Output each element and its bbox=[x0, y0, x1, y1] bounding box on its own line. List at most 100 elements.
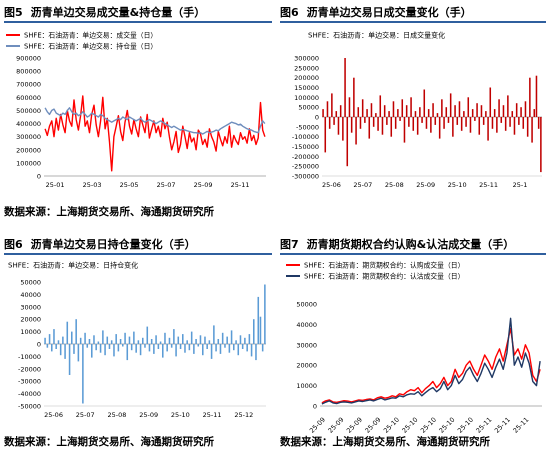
bar bbox=[449, 93, 452, 117]
x-tick-label: 25-07 bbox=[76, 411, 95, 419]
bar bbox=[97, 341, 100, 344]
bar bbox=[383, 105, 386, 117]
y-tick-label: 0 bbox=[315, 114, 319, 122]
x-tick-label: 25-11 bbox=[511, 416, 530, 435]
x-tick-label: 25-10 bbox=[171, 411, 190, 419]
bar bbox=[436, 113, 439, 117]
x-tick-label: 25-11 bbox=[493, 416, 512, 435]
bar bbox=[79, 337, 82, 344]
bar bbox=[485, 111, 487, 117]
y-tick-label: 200000 bbox=[16, 146, 41, 154]
bar bbox=[397, 109, 399, 117]
bar bbox=[401, 99, 404, 117]
chart-title: 图7 沥青期货期权合约认购&认沽成交量（手） bbox=[280, 238, 515, 251]
bar bbox=[53, 329, 55, 344]
bar bbox=[403, 117, 406, 143]
bar bbox=[173, 329, 175, 344]
y-tick-label: 50000 bbox=[20, 279, 41, 287]
source-note: 数据来源：上海期货交易所、海通期货研究所 bbox=[280, 436, 490, 448]
bar bbox=[531, 117, 533, 143]
series-line bbox=[321, 327, 541, 404]
y-tick-label: -20000 bbox=[18, 365, 41, 373]
bar bbox=[504, 117, 507, 131]
bar bbox=[452, 117, 454, 137]
bar bbox=[454, 105, 456, 117]
bar bbox=[128, 336, 131, 344]
y-tick-label: 20000 bbox=[20, 316, 41, 324]
bar bbox=[215, 344, 217, 352]
bar bbox=[460, 117, 463, 131]
bar bbox=[135, 344, 137, 353]
bar bbox=[188, 344, 191, 351]
bar bbox=[480, 105, 483, 117]
bar bbox=[513, 117, 516, 135]
legend-label: SHFE：石油沥青：期货期权合约：认沽成交量（日） bbox=[304, 272, 464, 281]
y-tick-label: 40000 bbox=[20, 291, 41, 299]
chart-oi-chg: -50000 -40000 -30000 -20000 -10000 0 10000 2000… bbox=[8, 261, 266, 419]
bar bbox=[257, 296, 260, 344]
bar bbox=[425, 117, 428, 129]
series-line bbox=[44, 95, 266, 172]
panel-fig5: 图5 沥青单边交易成交量&持仓量（手） 0 100000 200000 300000 40… bbox=[4, 4, 272, 218]
bar bbox=[57, 340, 60, 344]
y-tick-label: 0 bbox=[37, 341, 41, 349]
bar bbox=[520, 107, 522, 117]
bar bbox=[113, 344, 115, 357]
x-tick-label: 25-1 bbox=[513, 181, 528, 189]
bar bbox=[507, 95, 509, 117]
bar bbox=[55, 344, 57, 349]
bar bbox=[44, 337, 46, 344]
bar bbox=[91, 344, 93, 358]
x-tick-label: 25-10 bbox=[437, 416, 456, 435]
bar bbox=[177, 336, 180, 344]
x-tick-label: 25-09 bbox=[363, 416, 382, 435]
bar bbox=[59, 344, 62, 356]
y-tick-label: -30000 bbox=[18, 378, 41, 386]
y-tick-label: 0 bbox=[313, 403, 317, 411]
bar bbox=[206, 344, 208, 349]
bar bbox=[390, 117, 393, 137]
bar bbox=[326, 101, 329, 117]
bar bbox=[423, 89, 426, 117]
bar bbox=[241, 344, 244, 349]
bar bbox=[259, 316, 262, 344]
bar bbox=[248, 334, 251, 344]
bar bbox=[346, 117, 349, 167]
bar bbox=[204, 336, 206, 344]
y-tick-label: 10000 bbox=[296, 382, 317, 390]
bar bbox=[228, 344, 231, 353]
bar bbox=[348, 97, 351, 117]
bar bbox=[199, 335, 202, 344]
bar bbox=[182, 334, 184, 344]
bar bbox=[361, 99, 364, 117]
bar bbox=[498, 99, 500, 117]
bar bbox=[392, 101, 395, 117]
bar bbox=[124, 332, 126, 344]
bar bbox=[375, 113, 377, 117]
x-tick-label: 25-11 bbox=[203, 411, 222, 419]
bar bbox=[119, 339, 122, 344]
bar bbox=[379, 95, 382, 117]
y-tick-label: 150000 bbox=[294, 84, 319, 92]
bar bbox=[237, 344, 240, 356]
bar bbox=[62, 336, 64, 344]
bar bbox=[377, 117, 379, 131]
y-tick-label: 250000 bbox=[294, 64, 319, 72]
bar bbox=[95, 344, 97, 351]
bar bbox=[394, 117, 397, 129]
bar bbox=[104, 344, 106, 356]
bar bbox=[51, 344, 53, 352]
bar bbox=[533, 109, 536, 117]
x-tick-label: 25-10 bbox=[382, 416, 401, 435]
bar bbox=[526, 117, 529, 137]
bar bbox=[478, 117, 481, 135]
bar bbox=[77, 344, 80, 362]
bar bbox=[443, 117, 445, 129]
bar bbox=[366, 109, 368, 117]
bar bbox=[524, 101, 527, 117]
bar bbox=[224, 344, 226, 348]
bar bbox=[186, 340, 188, 344]
bar bbox=[133, 331, 135, 344]
bar bbox=[432, 103, 434, 117]
